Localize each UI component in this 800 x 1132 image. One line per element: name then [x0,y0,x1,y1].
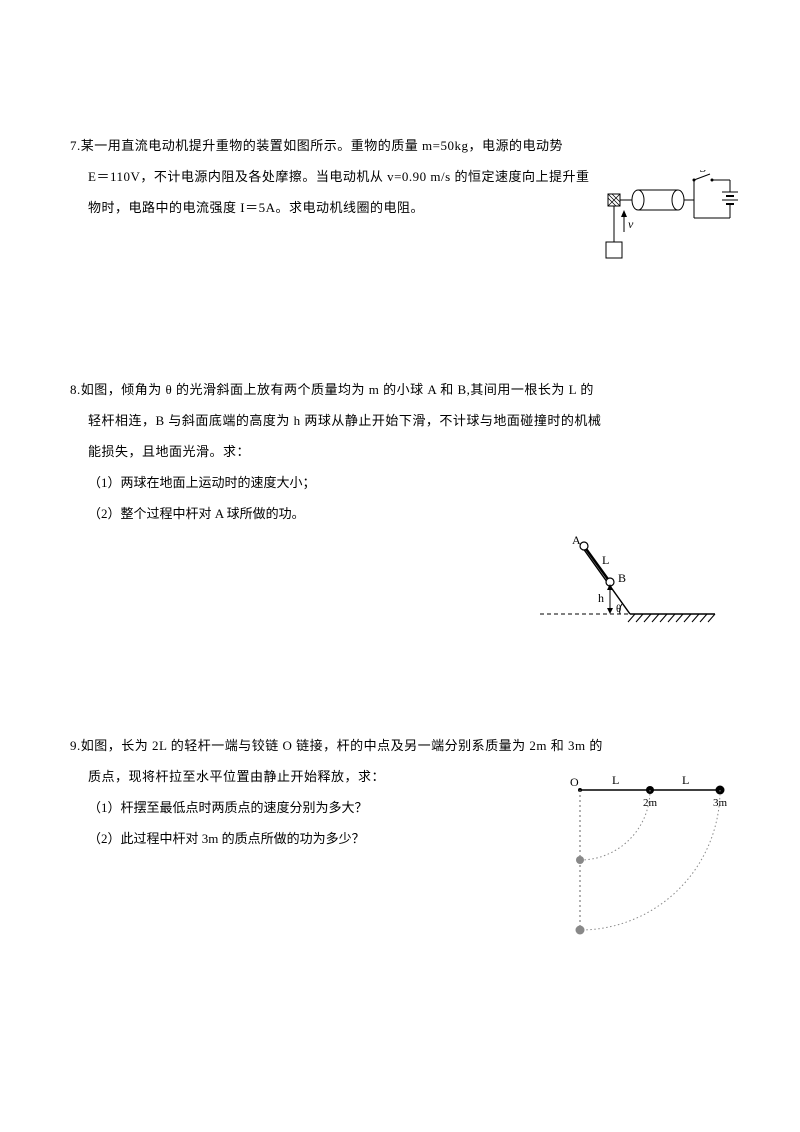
document-page: 7.某一用直流电动机提升重物的装置如图所示。重物的质量 m=50kg，电源的电动… [0,0,800,1044]
label-A: A [572,533,581,547]
label-h: h [598,591,604,605]
label-theta: θ [616,603,621,615]
pendulum-diagram: O 2m 3m L L [550,770,750,945]
problem-8-line-2: 轻杆相连，B 与斜面底端的高度为 h 两球从静止开始下滑，不计球与地面碰撞时的机… [70,405,730,436]
label-O: O [570,775,579,789]
label-L1: L [612,773,619,787]
problem-9: 9.如图，长为 2L 的轻杆一端与铰链 O 链接，杆的中点及另一端分别系质量为 … [70,730,730,855]
problem-8-line-3: 能损失，且地面光滑。求： [70,436,730,467]
problem-9-line-1: 9.如图，长为 2L 的轻杆一端与铰链 O 链接，杆的中点及另一端分别系质量为 … [70,730,730,761]
label-3m: 3m [713,797,728,809]
label-L: L [602,553,609,567]
problem-7: 7.某一用直流电动机提升重物的装置如图所示。重物的质量 m=50kg，电源的电动… [70,130,730,224]
velocity-label: v [628,217,634,231]
label-L2: L [682,773,689,787]
problem-8: 8.如图，倾角为 θ 的光滑斜面上放有两个质量均为 m 的小球 A 和 B,其间… [70,374,730,530]
label-B: B [618,571,626,585]
label-2m: 2m [643,797,658,809]
problem-8-line-1: 8.如图，倾角为 θ 的光滑斜面上放有两个质量均为 m 的小球 A 和 B,其间… [70,374,730,405]
switch-label: S [700,170,706,175]
problem-7-line-1: 7.某一用直流电动机提升重物的装置如图所示。重物的质量 m=50kg，电源的电动… [70,130,730,161]
motor-circuit-diagram: v S [570,170,750,295]
incline-diagram: A B L h θ [540,524,720,639]
problem-8-sub-1: （1）两球在地面上运动时的速度大小； [70,467,730,498]
